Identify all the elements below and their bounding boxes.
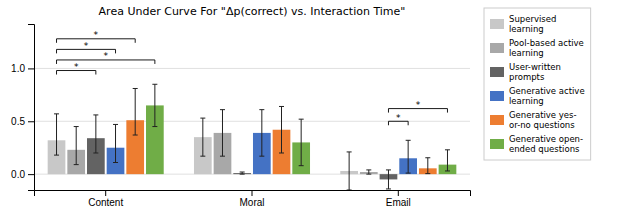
error-bar: [133, 88, 138, 135]
bracket-label: *: [103, 51, 108, 61]
legend-label: Generative activelearning: [509, 86, 585, 106]
tick: Content: [88, 190, 123, 208]
bar-series: [146, 105, 456, 174]
error-bar: [259, 110, 264, 157]
error-bar: [220, 110, 225, 157]
legend-label: Pool-based activelearning: [509, 38, 584, 58]
tick: Moral: [239, 190, 264, 208]
error-bar: [113, 124, 118, 162]
bracket-label: *: [396, 113, 401, 123]
tick-mark: [28, 121, 34, 122]
legend-swatch: [490, 91, 504, 101]
legend-label: Generative yes-or-no questions: [509, 110, 577, 130]
tick-label: Content: [88, 197, 123, 208]
tick: 0.0: [11, 169, 34, 180]
marks: [48, 39, 457, 190]
tick-label: Email: [386, 197, 411, 208]
x-axis: Content Moral Email: [35, 190, 471, 208]
tick-mark: [28, 174, 34, 175]
error-bar: [279, 106, 284, 153]
tick: 0.5: [11, 116, 34, 127]
error-bar: [74, 127, 79, 165]
bracket-label: *: [94, 30, 99, 40]
legend-swatch: [490, 139, 504, 149]
error-bar: [425, 158, 430, 174]
error-bar: [152, 84, 157, 126]
error-bar: [406, 140, 411, 173]
error-bars: [133, 88, 431, 173]
bracket-label: *: [84, 41, 89, 51]
error-bar: [445, 150, 450, 171]
error-bar: [240, 172, 245, 174]
legend-item: Pool-based activelearning: [490, 38, 584, 58]
legend-label: Generative open-ended questions: [509, 134, 583, 154]
y-axis: 0.0 0.5 1.0: [11, 25, 34, 191]
annotations: [57, 39, 448, 125]
error-bars: [54, 114, 352, 190]
legend-swatch: [490, 19, 504, 29]
tick-label: 0.5: [11, 116, 25, 127]
chart: * * * * * * 0.0 0.5 1.0 Content Moral Email Area Und…: [0, 0, 640, 212]
plot: * * * * * * 0.0 0.5 1.0 Content Moral Email: [11, 25, 470, 209]
error-bar: [299, 119, 304, 166]
tick-mark: [398, 190, 399, 196]
error-bars: [93, 115, 391, 189]
error-bar: [366, 170, 371, 174]
title: Area Under Curve For "Δp(correct) vs. In…: [99, 5, 406, 18]
legend-item: Generative open-ended questions: [490, 134, 583, 154]
axis-line: [35, 191, 471, 197]
legend-swatch: [490, 67, 504, 77]
bracket-label: *: [74, 62, 79, 72]
legend-label: Supervisedlearning: [509, 14, 556, 34]
tick: 1.0: [11, 63, 34, 74]
grid-line: [34, 68, 470, 69]
error-bar: [54, 114, 59, 155]
legend-frame: [484, 8, 591, 160]
tick-label: Moral: [239, 197, 264, 208]
grid: [34, 68, 470, 174]
legend-item: Generative activelearning: [490, 86, 585, 106]
legend: Supervisedlearning Pool-based activelearn…: [484, 8, 591, 160]
error-bars: [152, 84, 450, 171]
tick-label: 1.0: [11, 63, 25, 74]
legend-item: User-writtenprompts: [490, 62, 561, 82]
tick-mark: [105, 190, 106, 196]
legend-item: Generative yes-or-no questions: [490, 110, 577, 130]
legend-item: Supervisedlearning: [490, 14, 556, 34]
tick-mark: [28, 68, 34, 69]
error-bars: [113, 110, 411, 173]
legend-swatch: [490, 115, 504, 125]
axis-line: [28, 25, 35, 191]
tick-label: 0.0: [11, 169, 25, 180]
bracket-label: *: [416, 100, 421, 110]
error-bars: [74, 110, 372, 174]
error-bar: [93, 115, 98, 153]
tick: Email: [386, 190, 411, 208]
legend-swatch: [490, 43, 504, 53]
legend-label: User-writtenprompts: [509, 62, 561, 82]
tick-mark: [252, 190, 253, 196]
error-bar: [200, 118, 205, 156]
error-bar: [347, 152, 352, 190]
annotation-labels: * * * * * *: [74, 30, 421, 122]
error-bar: [386, 170, 391, 189]
